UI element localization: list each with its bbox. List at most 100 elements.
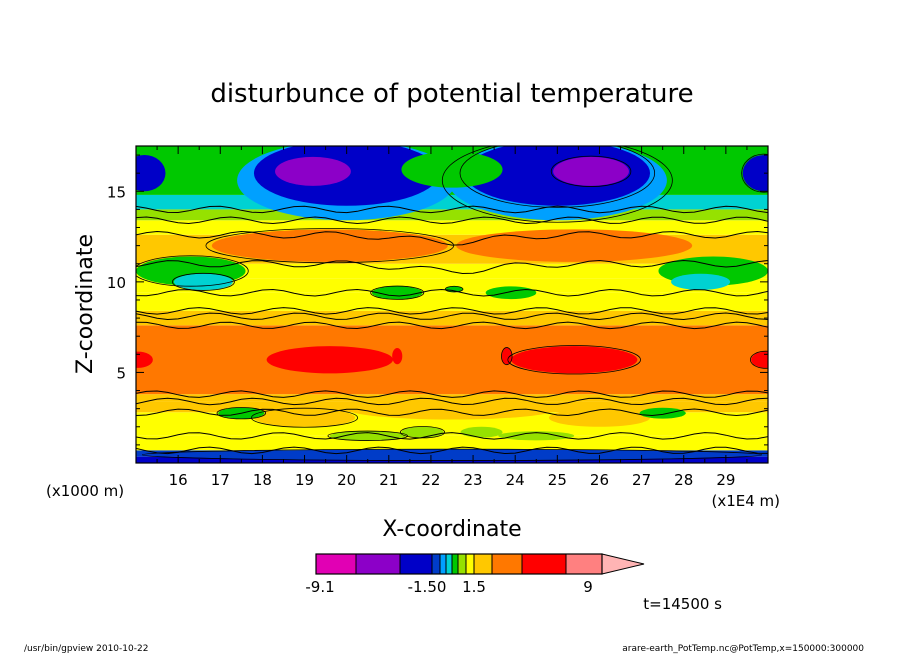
x-tick-label-22: 22 (421, 471, 440, 489)
colorbar-segment-0 (315, 553, 357, 575)
contour-line-7 (136, 307, 768, 315)
region-right-edge-red (751, 351, 768, 368)
contour-ring-9 (205, 228, 455, 264)
band-7 (136, 310, 768, 326)
colorbar-segment-6 (451, 553, 459, 575)
region-center-right-red (501, 347, 512, 365)
colorbar-segment-9 (473, 553, 493, 575)
contour-ring-17 (444, 285, 464, 293)
contour-ring-1 (441, 146, 673, 223)
colorbar-segment-2 (399, 553, 433, 575)
x-axis: 16 17 18 19 20 21 22 23 24 25 26 27 28 29 (156, 146, 748, 489)
x-tick-label-28: 28 (674, 471, 693, 489)
colorbar-segment-4 (439, 553, 447, 575)
contour-ring-25 (251, 407, 359, 428)
region-center-top-green (401, 151, 503, 188)
y-axis: 5 10 15 (107, 154, 768, 446)
colorbar-arrow (601, 553, 645, 575)
colorbar-label-1: -1.50 (408, 578, 447, 596)
contour-ring-5 (550, 155, 632, 187)
x-tick-label-17: 17 (211, 471, 230, 489)
region-right-wing-orange (456, 229, 693, 262)
colorbar-label-3: 9 (583, 578, 593, 596)
chart-title: disturbunce of potential temperature (210, 79, 693, 109)
y-unit-label: (x1000 m) (46, 482, 124, 500)
y-axis-label: Z-coordinate (73, 234, 98, 374)
band-6 (136, 325, 768, 395)
contour-ring-23 (501, 347, 513, 366)
contour-ring-29 (399, 426, 446, 439)
colorbar (315, 553, 645, 575)
x-tick-label-19: 19 (295, 471, 314, 489)
region-center-left-red (392, 347, 403, 365)
contour-line-2 (136, 408, 768, 417)
contour-ring-3 (459, 146, 656, 208)
region-right-red (510, 346, 638, 374)
contour-line-0 (136, 446, 768, 455)
y-tick-label-10: 10 (107, 274, 126, 292)
region-right-edge-blue (742, 155, 768, 192)
region-left-wing-orange (211, 229, 448, 262)
contour-ring-31 (327, 430, 408, 441)
band-8 (136, 292, 768, 311)
contour-ring-27 (216, 407, 267, 420)
region-bottom-center-right-lime (460, 426, 503, 438)
region-left-edge-red (136, 351, 153, 368)
x-tick-label-21: 21 (379, 471, 398, 489)
x-unit-label: (x1E4 m) (711, 492, 780, 510)
colorbar-segment-5 (445, 553, 453, 575)
x-axis-label: X-coordinate (382, 517, 521, 542)
contour-line-9 (136, 259, 768, 275)
region-right-side-cyan (671, 273, 731, 291)
colorbar-segment-3 (431, 553, 441, 575)
band-10 (136, 263, 768, 279)
region-bottom-lime-2 (498, 431, 575, 441)
colorbar-segment-7 (457, 553, 467, 575)
x-tick-label-20: 20 (337, 471, 356, 489)
colorbar-segment-12 (565, 553, 603, 575)
colorbar-label-0: -9.1 (305, 578, 334, 596)
x-tick-label-27: 27 (632, 471, 651, 489)
contour-line-1 (136, 432, 768, 440)
colorbar-segment-10 (491, 553, 523, 575)
plot-area (135, 145, 769, 464)
x-tick-label-23: 23 (464, 471, 483, 489)
contour-line-11 (136, 216, 768, 225)
region-bottom-lime-1 (329, 431, 406, 441)
region-upper-left-purple (275, 156, 351, 186)
band-13 (136, 209, 768, 221)
x-tick-label-24: 24 (506, 471, 525, 489)
contour-ring-13 (172, 272, 235, 291)
contour-ring-21 (750, 350, 768, 369)
x-tick-label-26: 26 (590, 471, 609, 489)
region-bottom-right-green (639, 407, 686, 419)
contour-line-4 (136, 390, 768, 398)
footer-right: arare-earth_PotTemp.nc@PotTemp,x=150000:… (622, 644, 864, 654)
colorbar-label-2: 1.5 (462, 578, 486, 596)
x-tick-label-18: 18 (253, 471, 272, 489)
contour-line-10 (136, 230, 768, 246)
contour-line-5 (136, 321, 768, 330)
contour-ring-15 (370, 285, 425, 300)
contour-line-12 (136, 205, 768, 214)
contour-ring-7 (741, 153, 768, 193)
region-inner-left-green (371, 286, 423, 300)
x-tick-label-29: 29 (716, 471, 735, 489)
contour-ring-11 (136, 255, 249, 287)
footer-left: /usr/bin/gpview 2010-10-22 (24, 644, 148, 654)
region-lower-center-orange (346, 397, 558, 420)
contour-line-3 (136, 397, 768, 406)
region-upper-right-purple (553, 156, 629, 186)
y-tick-label-5: 5 (116, 364, 126, 382)
x-tick-label-25: 25 (548, 471, 567, 489)
time-label: t=14500 s (643, 595, 722, 613)
region-left-edge-blue (136, 155, 166, 192)
contour-ring-19 (507, 345, 641, 375)
contour-line-6 (136, 312, 768, 321)
colorbar-frame (315, 553, 603, 575)
colorbar-labels: -9.1 -1.50 1.5 9 (305, 578, 592, 596)
x-tick-label-16: 16 (169, 471, 188, 489)
contour-line-8 (136, 288, 768, 297)
region-lower-left-orange (253, 408, 356, 427)
